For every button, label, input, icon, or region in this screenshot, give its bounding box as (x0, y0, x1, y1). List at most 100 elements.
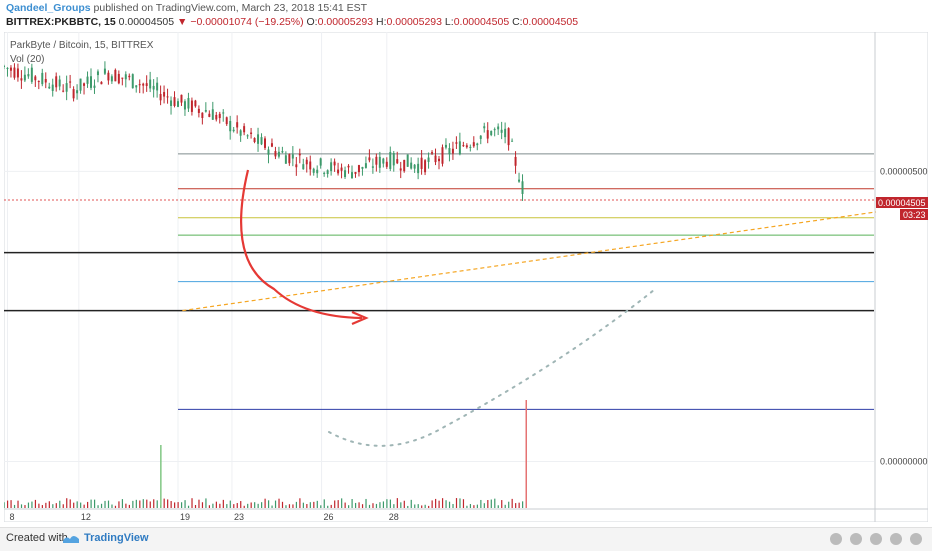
volume-bar (219, 503, 221, 508)
tradingview-logo-icon (63, 536, 79, 543)
close-label: C: (512, 16, 523, 28)
candle-body (103, 68, 106, 74)
candle-body (309, 161, 312, 170)
volume-bar (278, 498, 280, 508)
candle-body (392, 153, 395, 166)
volume-bar (121, 499, 124, 508)
volume-bar (52, 504, 54, 508)
horizontal-levels (4, 153, 928, 410)
volume-bar (233, 504, 235, 508)
candle-body (312, 168, 315, 173)
volume-bar (403, 500, 405, 508)
volume-bar (480, 499, 482, 508)
candle-body (270, 143, 273, 147)
symbol-label: BITTREX:PKBBTC, 15 (6, 16, 116, 28)
volume-bar (396, 498, 398, 508)
volume-bar (170, 501, 172, 508)
chart-frame[interactable]: 0.000070000.000065000.000060000.00005500… (4, 32, 928, 522)
current-price-tag: 0.00004505 03:23 (876, 197, 928, 220)
price-tag-timer: 03:23 (903, 210, 926, 220)
volume-bar (177, 502, 179, 508)
ohlc-line: BITTREX:PKBBTC, 15 0.00004505 ▼ −0.00001… (6, 16, 578, 28)
price-chart[interactable]: 0.000070000.000065000.000060000.00005500… (4, 32, 928, 522)
candle-body (16, 68, 19, 78)
volume-bar (375, 503, 378, 508)
volume-bar (111, 504, 113, 508)
volume-bar (393, 504, 395, 508)
pair-legend: ParkByte / Bitcoin, 15, BITTREX (10, 40, 154, 51)
candle-body (121, 77, 124, 79)
candle-body (417, 163, 420, 174)
volume-bar (508, 501, 510, 508)
candle-body (225, 117, 228, 125)
volume-bar (34, 499, 37, 508)
candle-body (37, 81, 40, 83)
x-tick-label: 12 (81, 512, 91, 522)
facebook-icon[interactable] (869, 532, 883, 546)
volume-bar (320, 505, 322, 508)
candle-body (413, 164, 416, 169)
volume-bar (187, 505, 190, 508)
candle-body (236, 122, 239, 128)
candle-body (424, 160, 427, 173)
volume-bar (205, 498, 207, 508)
volume-bar (215, 501, 217, 508)
candle-body (344, 170, 347, 177)
volume-bar (226, 504, 228, 508)
volume-spike (525, 400, 527, 508)
candle-body (518, 179, 521, 182)
volume-bar (487, 500, 489, 508)
volume-bar (365, 498, 367, 508)
share-icon[interactable] (829, 532, 843, 546)
volume-bar (330, 504, 332, 508)
volume-bar (104, 500, 106, 508)
chart-background (4, 32, 928, 522)
candle-body (351, 172, 353, 179)
volume-bar (497, 505, 499, 508)
volume-bar (515, 503, 517, 508)
volume-bar (100, 503, 103, 508)
candle-body (340, 167, 343, 171)
candle-body (486, 130, 489, 139)
volume-spike (160, 445, 162, 508)
tradingview-brand[interactable]: TradingView (84, 532, 149, 544)
candle-body (51, 84, 54, 91)
volume-bar (462, 499, 465, 508)
candle-body (62, 90, 65, 92)
volume-bar (292, 504, 294, 508)
volume-bar (285, 505, 287, 508)
volume-bar (236, 503, 238, 508)
volume-bar (518, 502, 520, 508)
volume-bar (501, 500, 503, 508)
more-icon[interactable] (909, 532, 923, 546)
volume-bar (504, 504, 506, 508)
volume-bar (139, 500, 141, 508)
price-axis[interactable]: 0.000070000.000065000.000060000.00005500… (880, 32, 928, 467)
volume-bar (55, 503, 57, 508)
candle-body (138, 84, 141, 86)
twitter-icon[interactable] (849, 532, 863, 546)
volume-bar (295, 501, 298, 508)
author-link[interactable]: Qandeel_Groups (6, 2, 91, 14)
candle-body (215, 114, 218, 120)
candle-body (117, 73, 120, 84)
link-icon[interactable] (889, 532, 903, 546)
volume-bar (254, 502, 256, 508)
candle-body (58, 79, 61, 87)
volume-bar (257, 503, 259, 508)
candle-body (291, 154, 294, 159)
candle-body (441, 147, 444, 164)
candle-body (364, 163, 367, 168)
volume-bar (208, 505, 211, 508)
volume-bar (114, 505, 117, 508)
time-axis[interactable]: 8 12 19 23 26 28 (9, 512, 398, 522)
volume-bar (313, 501, 315, 508)
volume-bar (13, 504, 16, 508)
volume-bar (125, 503, 127, 508)
candle-body (493, 129, 496, 131)
candle-body (208, 113, 211, 117)
candle-body (114, 69, 117, 82)
volume-bar (490, 499, 492, 508)
volume-bar (441, 498, 444, 508)
volume-bar (452, 503, 454, 508)
